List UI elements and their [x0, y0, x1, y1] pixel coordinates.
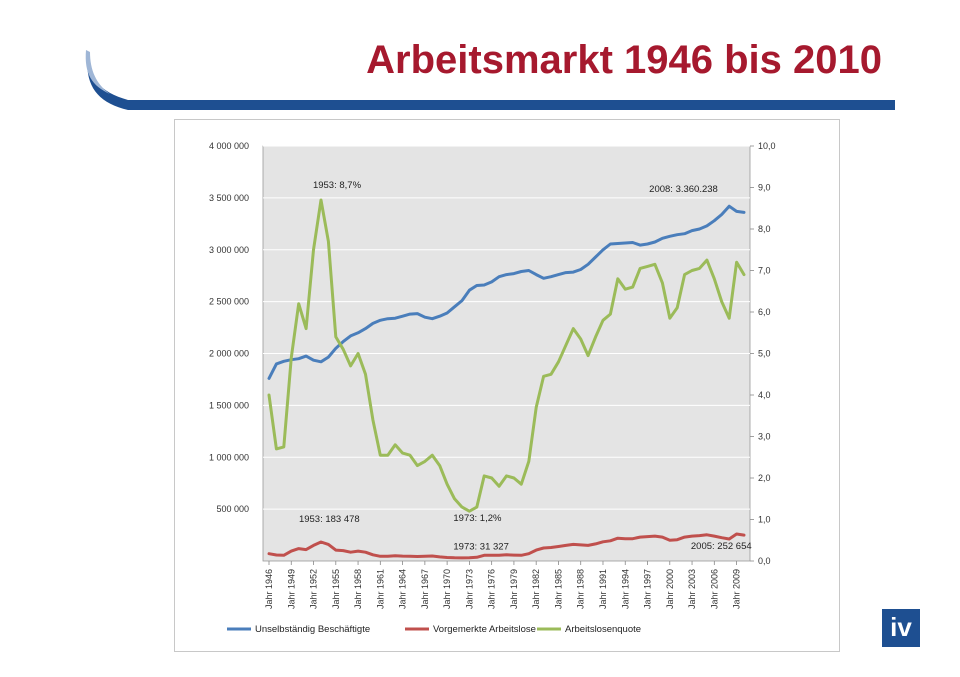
x-tick-label: Jahr 1967 [420, 569, 430, 609]
x-tick-label: Jahr 1976 [487, 569, 497, 609]
data-annotation: 1953: 8,7% [313, 180, 362, 191]
x-tick-label: Jahr 1955 [331, 569, 341, 609]
x-tick-label: Jahr 1961 [375, 569, 385, 609]
x-tick-label: Jahr 1973 [464, 569, 474, 609]
x-tick-label: Jahr 1994 [620, 569, 630, 609]
y-left-tick-label: 500 000 [216, 504, 249, 514]
x-tick-label: Jahr 1997 [643, 569, 653, 609]
header-swoosh-decoration [85, 50, 895, 110]
x-tick-label: Jahr 1982 [531, 569, 541, 609]
legend-label: Vorgemerkte Arbeitslose [433, 624, 536, 635]
series-line-1 [267, 532, 746, 560]
x-tick-label: Jahr 2003 [687, 569, 697, 609]
y-right-tick-label: 5,0 [758, 349, 771, 359]
legend-label: Arbeitslosenquote [565, 624, 641, 635]
x-tick-label: Jahr 1988 [576, 569, 586, 609]
y-left-tick-label: 1 000 000 [209, 452, 249, 462]
data-annotation: 2005: 252 654 [691, 541, 752, 552]
data-annotation: 2008: 3.360.238 [649, 184, 718, 195]
y-right-tick-label: 6,0 [758, 307, 771, 317]
y-right-tick-label: 10,0 [758, 141, 776, 151]
x-tick-label: Jahr 1958 [353, 569, 363, 609]
data-annotation: 1973: 31 327 [453, 542, 508, 553]
series-line-2 [267, 198, 746, 513]
y-left-tick-label: 2 000 000 [209, 349, 249, 359]
y-right-tick-label: 0,0 [758, 556, 771, 566]
x-tick-label: Jahr 1979 [509, 569, 519, 609]
y-left-tick-label: 1 500 000 [209, 400, 249, 410]
y-right-tick-label: 2,0 [758, 473, 771, 483]
chart-frame: 500 000 1 000 000 1 500 000 2 000 000 2 500 … [174, 119, 840, 652]
y-right-tick-label: 9,0 [758, 183, 771, 193]
x-tick-label: Jahr 1952 [309, 569, 319, 609]
iv-logo: iv [882, 609, 920, 647]
data-annotation: 1953: 183 478 [299, 514, 360, 525]
y-right-tick-label: 3,0 [758, 432, 771, 442]
x-tick-label: Jahr 2006 [709, 569, 719, 609]
labor-market-chart: 500 000 1 000 000 1 500 000 2 000 000 2 500 … [209, 141, 776, 635]
legend-label: Unselbständig Beschäftigte [255, 624, 370, 635]
x-tick-label: Jahr 1991 [598, 569, 608, 609]
x-tick-label: Jahr 1985 [553, 569, 563, 609]
slide-title: Arbeitsmarkt 1946 bis 2010 [366, 38, 882, 82]
y-right-tick-label: 4,0 [758, 390, 771, 400]
y-left-tick-label: 3 500 000 [209, 193, 249, 203]
x-tick-label: Jahr 1970 [442, 569, 452, 609]
y-left-tick-label: 4 000 000 [209, 141, 249, 151]
data-annotation: 1973: 1,2% [453, 513, 502, 524]
x-tick-label: Jahr 1949 [286, 569, 296, 609]
y-left-tick-label: 3 000 000 [209, 245, 249, 255]
x-tick-label: Jahr 1946 [264, 569, 274, 609]
y-right-tick-label: 1,0 [758, 515, 771, 525]
series-line-0 [267, 204, 746, 380]
x-tick-label: Jahr 1964 [398, 569, 408, 609]
x-tick-label: Jahr 2009 [732, 569, 742, 609]
y-right-tick-label: 7,0 [758, 266, 771, 276]
y-left-tick-label: 2 500 000 [209, 297, 249, 307]
y-right-tick-label: 8,0 [758, 224, 771, 234]
x-tick-label: Jahr 2000 [665, 569, 675, 609]
